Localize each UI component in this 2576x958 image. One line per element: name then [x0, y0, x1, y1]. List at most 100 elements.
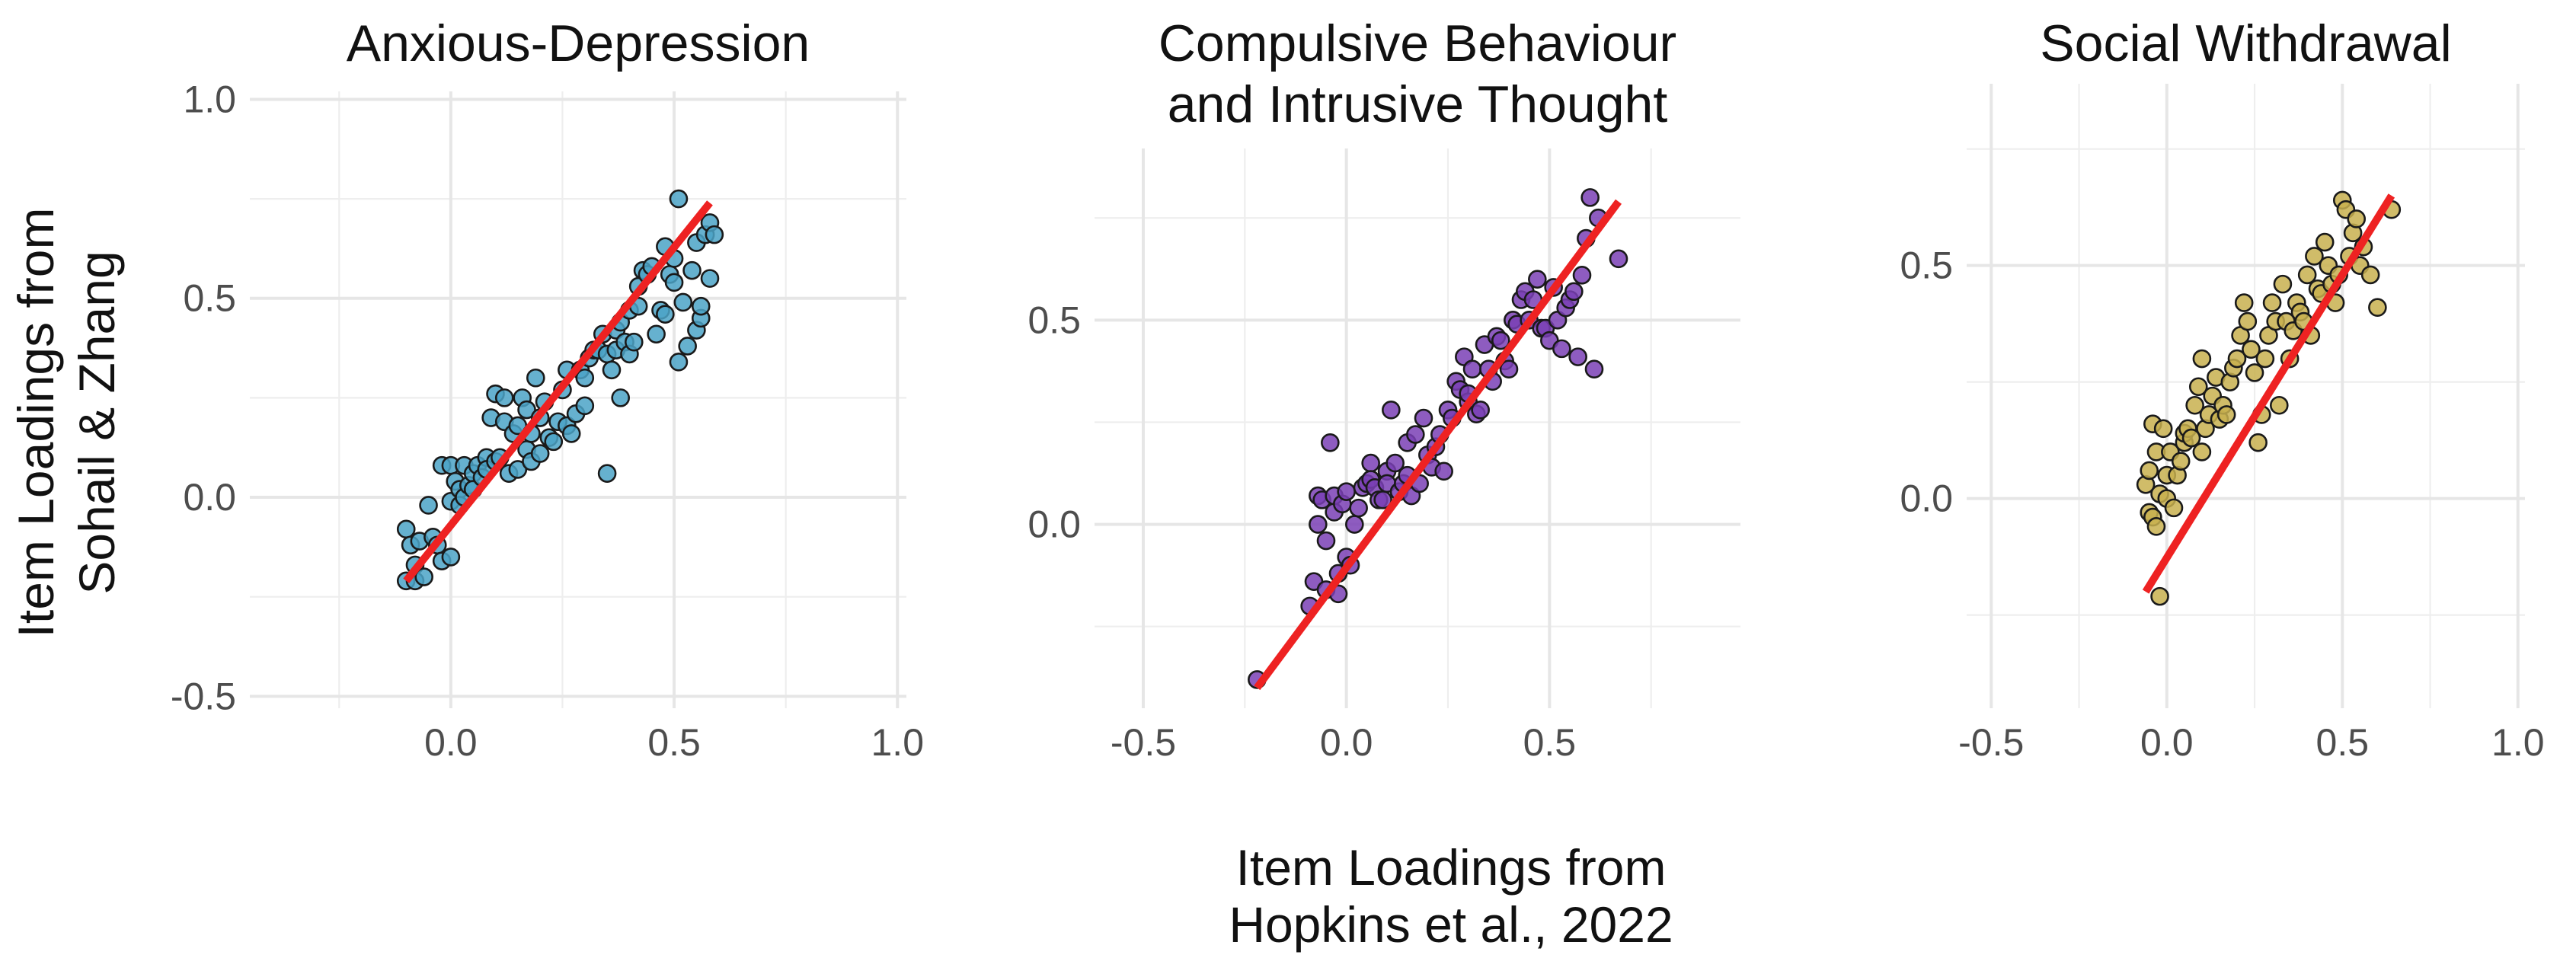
data-point	[1491, 331, 1510, 350]
data-point	[1564, 282, 1584, 302]
data-point	[2153, 419, 2173, 439]
regression-line	[1254, 199, 1622, 691]
data-point	[656, 305, 675, 324]
data-point	[2305, 247, 2324, 266]
data-point	[2238, 311, 2258, 331]
data-point	[1499, 359, 1519, 379]
regression-line	[2142, 193, 2395, 594]
data-point	[414, 567, 433, 586]
panel-3: -0.5 0.0 0.5 1.0 0.0 0.5 Social Withdrawal	[1900, 14, 2544, 764]
panel-2: -0.5 0.0 0.5 0.0 0.5 Compulsive Behaviourand …	[1028, 14, 1740, 764]
data-point	[2315, 232, 2335, 252]
data-point	[1552, 339, 1571, 359]
data-point	[2227, 349, 2247, 369]
data-point	[673, 292, 693, 312]
data-point	[1434, 461, 1453, 481]
data-point	[561, 424, 581, 443]
data-point	[1609, 249, 1628, 269]
y-tick-label: -0.5	[171, 675, 236, 717]
y-axis-label-line-1: Item Loadings from	[8, 208, 64, 638]
data-point	[2255, 349, 2275, 369]
panel-title: and Intrusive Thought	[1168, 75, 1668, 133]
data-point	[1406, 425, 1425, 444]
data-point	[2234, 293, 2254, 312]
x-tick-label: -0.5	[1111, 721, 1176, 764]
panel-title: Compulsive Behaviour	[1159, 14, 1676, 72]
data-point	[526, 368, 545, 388]
data-point	[1572, 266, 1592, 285]
data-point	[1528, 270, 1547, 289]
data-point	[2368, 298, 2387, 318]
data-point	[575, 368, 595, 388]
y-tick-label: 0.5	[1028, 299, 1081, 341]
panel-1: 0.0 0.5 1.0 -0.5 0.0 0.5 1.0 Anxious-Depression	[171, 14, 924, 764]
data-point	[1361, 453, 1380, 473]
x-tick-label: 1.0	[2491, 721, 2545, 764]
data-point	[2181, 428, 2201, 448]
data-point	[2146, 517, 2166, 536]
data-point	[2269, 395, 2289, 415]
x-tick-label: -0.5	[1958, 721, 2024, 764]
data-point	[669, 189, 689, 209]
data-point	[2171, 452, 2191, 471]
data-point	[419, 496, 438, 515]
data-point	[2273, 274, 2293, 294]
x-axis-label-line-1: Item Loadings from	[1236, 839, 1667, 896]
data-point	[575, 396, 595, 416]
data-point	[1462, 359, 1482, 379]
x-axis-label-line-2: Hopkins et al., 2022	[1229, 896, 1673, 953]
data-point	[624, 332, 644, 352]
data-point	[2242, 340, 2261, 359]
data-point	[2192, 349, 2212, 369]
x-tick-label: 0.0	[424, 721, 478, 764]
data-point	[2216, 405, 2236, 424]
data-point	[544, 432, 564, 452]
y-tick-label: 0.0	[183, 476, 236, 519]
x-tick-label: 0.5	[647, 721, 701, 764]
data-point	[2245, 363, 2264, 382]
data-point	[1471, 401, 1490, 420]
data-point	[396, 519, 416, 539]
data-point	[1580, 188, 1600, 207]
data-point	[494, 388, 514, 407]
y-tick-label: 0.0	[1028, 503, 1081, 546]
data-point	[530, 444, 550, 463]
data-point	[2347, 209, 2367, 228]
data-point	[647, 324, 666, 344]
data-point	[678, 337, 697, 356]
data-point	[517, 400, 536, 420]
data-point	[2297, 265, 2317, 285]
data-point	[1414, 408, 1433, 428]
y-tick-label: 0.5	[183, 277, 236, 320]
x-tick-label: 0.0	[1320, 721, 1373, 764]
data-point	[1349, 498, 1368, 518]
data-point	[441, 548, 461, 567]
x-tick-label: 0.5	[1523, 721, 1577, 764]
data-point	[1385, 453, 1405, 473]
data-point	[669, 353, 689, 372]
data-point	[597, 464, 617, 483]
regression-line	[403, 200, 713, 583]
data-point	[508, 460, 528, 479]
panel-title: Social Withdrawal	[2040, 14, 2451, 72]
data-point	[664, 273, 684, 292]
data-point	[1382, 401, 1401, 420]
data-point	[611, 388, 631, 407]
data-point	[1584, 359, 1604, 379]
data-point	[1309, 515, 1328, 534]
data-point	[2150, 586, 2169, 606]
y-axis-label-line-2: Sohail & Zhang	[69, 251, 125, 594]
data-point	[2185, 395, 2204, 415]
data-point	[2262, 293, 2282, 312]
data-point	[2192, 442, 2212, 461]
data-point	[1316, 531, 1336, 551]
data-point	[1337, 482, 1356, 501]
data-point	[705, 225, 724, 244]
data-point	[2164, 498, 2184, 518]
x-tick-label: 0.5	[2316, 721, 2370, 764]
data-point	[1345, 515, 1364, 534]
data-point	[700, 269, 720, 288]
shared-labels: Item Loadings from Sohail & Zhang Item L…	[8, 208, 1673, 953]
y-tick-label: 1.0	[183, 78, 236, 120]
